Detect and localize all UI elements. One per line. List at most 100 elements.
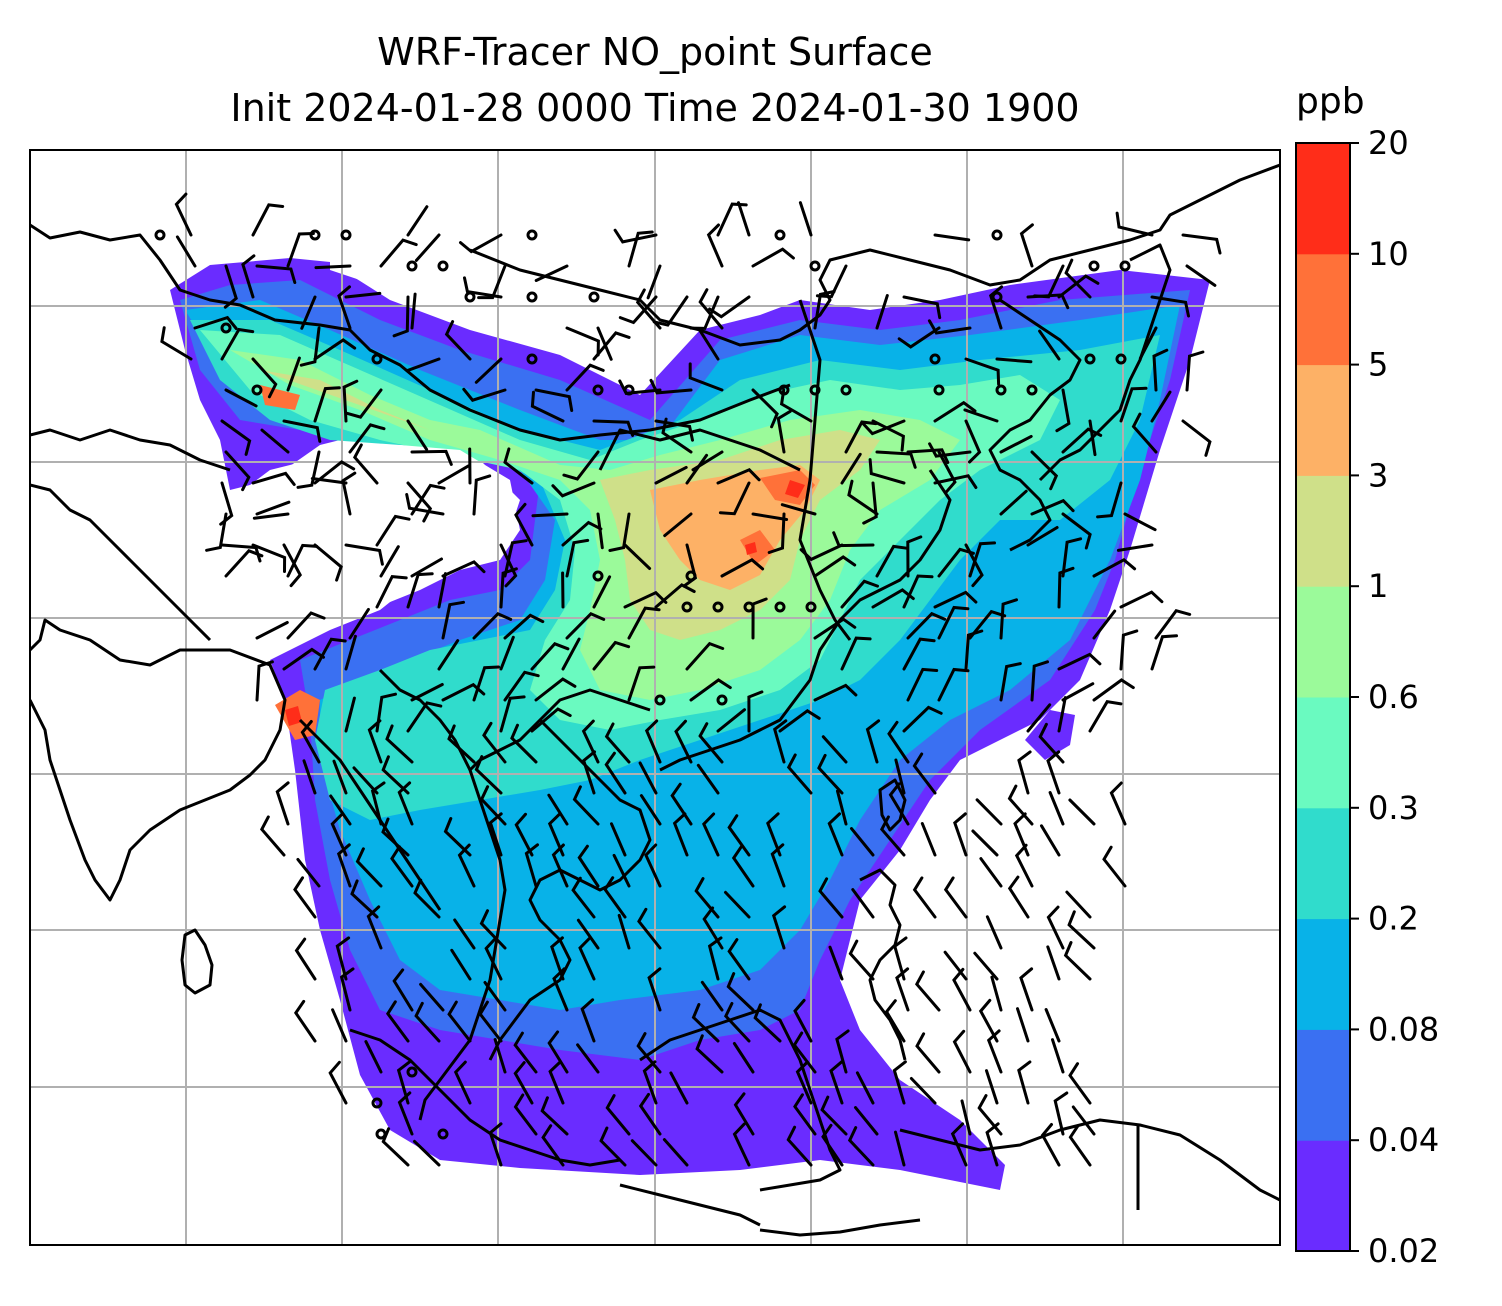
wind-barb xyxy=(344,634,357,671)
wind-barb xyxy=(1068,1062,1092,1105)
colorbar-segment xyxy=(1296,807,1350,920)
wind-barb xyxy=(960,1099,972,1136)
wind-barb xyxy=(1123,512,1157,532)
wind-barb xyxy=(689,295,720,330)
wind-barb xyxy=(524,843,539,888)
wind-barb xyxy=(437,464,470,485)
wind-barb xyxy=(1040,824,1061,857)
wind-barb xyxy=(642,1060,658,1105)
colorbar-segment xyxy=(1296,1140,1350,1252)
wind-barb xyxy=(685,641,725,671)
wind-barb xyxy=(1064,258,1092,299)
calm-wind-marker xyxy=(933,384,945,396)
wind-barb xyxy=(459,233,503,254)
wind-barb xyxy=(685,453,709,485)
wind-barb xyxy=(381,755,410,795)
wind-barb xyxy=(902,705,943,733)
wind-barb xyxy=(499,543,518,588)
wind-barb xyxy=(933,400,977,423)
wind-barb xyxy=(832,531,875,548)
wind-barb xyxy=(1102,845,1127,888)
wind-barb xyxy=(534,264,569,282)
wind-barb xyxy=(1044,1008,1061,1043)
wind-barb xyxy=(565,363,605,392)
wind-barb xyxy=(627,665,656,702)
wind-barb xyxy=(618,379,662,395)
wind-barb xyxy=(854,1106,879,1136)
wind-barb xyxy=(224,549,264,578)
wind-barb xyxy=(887,720,910,764)
calm-wind-marker xyxy=(991,291,1003,303)
wind-barb xyxy=(732,1042,755,1074)
wind-barb xyxy=(482,721,507,764)
wind-barb xyxy=(534,388,574,412)
wind-barb xyxy=(488,812,503,857)
wind-barb xyxy=(985,1122,1000,1167)
wind-barb xyxy=(1048,791,1065,826)
wind-barb xyxy=(654,465,688,485)
border-myanmar xyxy=(378,668,651,772)
calm-wind-marker xyxy=(774,229,786,241)
wind-barb xyxy=(1185,350,1205,392)
wind-barb xyxy=(894,758,906,795)
wind-barb xyxy=(1030,450,1059,491)
calm-wind-marker xyxy=(929,353,941,365)
wind-barb xyxy=(920,822,937,857)
wind-barb xyxy=(453,1060,472,1105)
calm-wind-marker xyxy=(526,229,538,241)
wind-barb xyxy=(410,557,443,578)
wind-barb xyxy=(986,1029,1003,1074)
wind-barb xyxy=(1181,233,1222,255)
wind-barb xyxy=(329,794,352,826)
wind-barb xyxy=(840,636,872,671)
wind-barb xyxy=(344,543,384,566)
wind-barb xyxy=(968,609,1007,640)
wind-barb xyxy=(483,981,507,1012)
wind-barb xyxy=(561,637,581,671)
wind-barb xyxy=(592,419,635,437)
wind-barb xyxy=(251,471,296,486)
wind-barb xyxy=(367,719,383,764)
wind-barb xyxy=(282,419,322,443)
wind-barb xyxy=(875,544,909,578)
wind-barb xyxy=(530,390,565,423)
wind-barb xyxy=(337,285,352,330)
wind-barb xyxy=(302,759,317,795)
wind-barb xyxy=(780,503,817,516)
wind-barb xyxy=(441,682,486,702)
wind-barb xyxy=(818,877,844,919)
wind-barb xyxy=(293,999,317,1043)
wind-barb xyxy=(871,419,905,452)
wind-barb xyxy=(413,1139,441,1167)
wind-barb xyxy=(313,386,341,423)
wind-barb xyxy=(350,879,379,919)
wind-barb xyxy=(1067,910,1096,950)
wind-barb xyxy=(581,750,596,795)
wind-barb xyxy=(405,493,445,516)
conc-patch-east xyxy=(1025,710,1075,760)
wind-barb xyxy=(175,235,197,268)
calm-wind-marker xyxy=(809,260,821,272)
colorbar-tick-label: 3 xyxy=(1368,456,1388,494)
wind-barb xyxy=(608,512,631,552)
wind-barb xyxy=(1017,1060,1032,1105)
wind-barb xyxy=(286,611,326,640)
wind-barb xyxy=(770,843,786,888)
wind-barb xyxy=(968,541,996,578)
calm-wind-marker xyxy=(340,229,352,241)
wind-barb xyxy=(1109,781,1127,826)
coastline-srilanka xyxy=(180,928,214,995)
wind-barb xyxy=(293,876,317,919)
wind-barb xyxy=(390,845,414,888)
colorbar-tick-label: 0.02 xyxy=(1368,1232,1439,1270)
wind-barb xyxy=(751,597,768,640)
wind-barb xyxy=(672,812,689,857)
wind-barb xyxy=(776,409,792,454)
wind-barb xyxy=(478,1000,503,1043)
conc-gap-plateau xyxy=(230,445,520,640)
coastline-india xyxy=(30,618,287,902)
calm-wind-marker xyxy=(526,291,538,303)
wind-barb xyxy=(413,878,441,919)
wind-barb xyxy=(1051,1038,1065,1074)
